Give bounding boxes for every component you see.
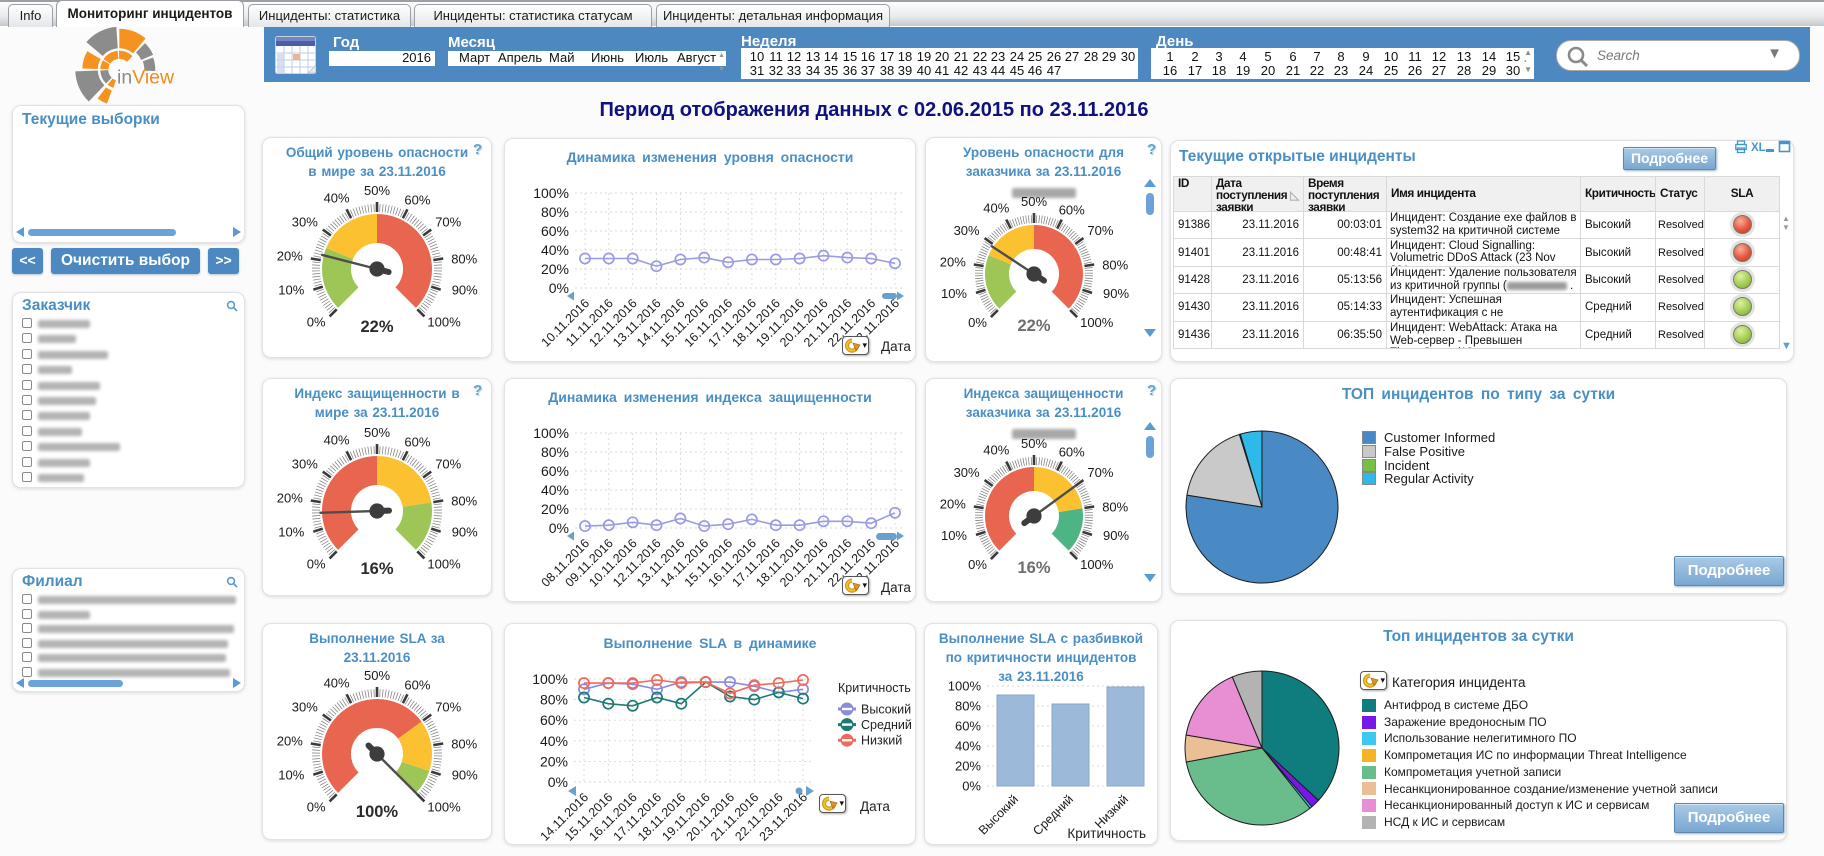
- svg-text:40%: 40%: [540, 733, 568, 749]
- svg-text:10%: 10%: [278, 768, 304, 783]
- svg-text:80%: 80%: [540, 692, 568, 708]
- svg-text:20%: 20%: [541, 261, 569, 277]
- svg-text:80%: 80%: [451, 494, 477, 509]
- svg-text:80%: 80%: [541, 204, 569, 220]
- svg-text:0%: 0%: [549, 280, 569, 296]
- svg-text:20%: 20%: [277, 734, 303, 749]
- svg-text:80%: 80%: [1102, 500, 1128, 515]
- svg-text:30%: 30%: [292, 215, 318, 230]
- svg-text:Критичность: Критичность: [838, 681, 911, 695]
- svg-text:60%: 60%: [1059, 445, 1085, 460]
- svg-text:30%: 30%: [954, 465, 980, 480]
- svg-text:60%: 60%: [1059, 203, 1085, 218]
- svg-text:100%: 100%: [948, 679, 982, 694]
- svg-text:20%: 20%: [940, 497, 966, 512]
- svg-text:40%: 40%: [324, 432, 350, 447]
- svg-text:100%: 100%: [533, 425, 569, 441]
- svg-text:80%: 80%: [451, 737, 477, 752]
- svg-text:100%: 100%: [427, 556, 461, 571]
- svg-text:40%: 40%: [541, 482, 569, 498]
- svg-text:50%: 50%: [1021, 436, 1047, 451]
- svg-text:10%: 10%: [278, 525, 304, 540]
- svg-text:Низкий: Низкий: [861, 734, 902, 748]
- svg-text:60%: 60%: [541, 463, 569, 479]
- svg-text:80%: 80%: [955, 699, 981, 714]
- svg-text:60%: 60%: [540, 712, 568, 728]
- svg-text:0%: 0%: [962, 779, 981, 794]
- svg-text:40%: 40%: [955, 739, 981, 754]
- svg-text:70%: 70%: [435, 700, 461, 715]
- svg-text:30%: 30%: [292, 700, 318, 715]
- svg-text:90%: 90%: [452, 525, 478, 540]
- svg-text:50%: 50%: [1021, 194, 1047, 209]
- svg-text:16%: 16%: [360, 560, 393, 578]
- svg-text:40%: 40%: [983, 201, 1009, 216]
- svg-text:20%: 20%: [277, 491, 303, 506]
- svg-text:20%: 20%: [940, 255, 966, 270]
- svg-text:Средний: Средний: [861, 718, 912, 732]
- svg-text:10%: 10%: [278, 283, 304, 298]
- svg-text:60%: 60%: [955, 719, 981, 734]
- svg-text:70%: 70%: [1087, 223, 1113, 238]
- svg-text:60%: 60%: [404, 192, 430, 207]
- svg-text:20%: 20%: [541, 501, 569, 517]
- svg-text:0%: 0%: [968, 315, 987, 330]
- svg-text:50%: 50%: [364, 425, 390, 440]
- svg-text:50%: 50%: [364, 668, 390, 683]
- svg-text:90%: 90%: [452, 768, 478, 783]
- svg-text:0%: 0%: [307, 556, 326, 571]
- svg-text:0%: 0%: [307, 799, 326, 814]
- svg-text:40%: 40%: [983, 443, 1009, 458]
- svg-text:Критичность: Критичность: [1067, 826, 1146, 841]
- svg-text:inView: inView: [117, 67, 175, 89]
- svg-text:0%: 0%: [549, 520, 569, 536]
- svg-text:60%: 60%: [404, 677, 430, 692]
- svg-text:XL: XL: [1751, 142, 1766, 154]
- svg-text:10%: 10%: [941, 528, 967, 543]
- svg-text:Высокий: Высокий: [976, 792, 1021, 837]
- svg-text:100%: 100%: [1080, 557, 1114, 572]
- svg-text:20%: 20%: [955, 759, 981, 774]
- svg-text:60%: 60%: [404, 434, 430, 449]
- svg-text:90%: 90%: [1103, 528, 1129, 543]
- svg-text:100%: 100%: [532, 671, 568, 687]
- svg-text:60%: 60%: [541, 223, 569, 239]
- svg-text:10%: 10%: [941, 286, 967, 301]
- svg-text:20%: 20%: [540, 753, 568, 769]
- svg-text:0%: 0%: [968, 557, 987, 572]
- svg-text:90%: 90%: [452, 283, 478, 298]
- svg-text:22%: 22%: [360, 318, 393, 336]
- svg-text:50%: 50%: [364, 183, 390, 198]
- svg-text:100%: 100%: [427, 314, 461, 329]
- svg-text:80%: 80%: [1102, 258, 1128, 273]
- svg-text:100%: 100%: [1080, 315, 1114, 330]
- svg-text:80%: 80%: [451, 252, 477, 267]
- svg-text:30%: 30%: [954, 223, 980, 238]
- svg-text:90%: 90%: [1103, 286, 1129, 301]
- svg-text:100%: 100%: [356, 803, 399, 821]
- svg-text:22%: 22%: [1017, 317, 1050, 335]
- svg-text:100%: 100%: [427, 799, 461, 814]
- svg-text:20%: 20%: [277, 249, 303, 264]
- svg-text:40%: 40%: [324, 190, 350, 205]
- svg-text:30%: 30%: [292, 457, 318, 472]
- svg-text:40%: 40%: [541, 242, 569, 258]
- svg-text:0%: 0%: [548, 774, 568, 790]
- svg-text:70%: 70%: [435, 215, 461, 230]
- svg-text:80%: 80%: [541, 444, 569, 460]
- svg-text:100%: 100%: [533, 185, 569, 201]
- svg-text:70%: 70%: [435, 457, 461, 472]
- svg-text:40%: 40%: [324, 675, 350, 690]
- svg-text:16%: 16%: [1017, 559, 1050, 577]
- svg-text:0%: 0%: [307, 314, 326, 329]
- svg-text:70%: 70%: [1087, 465, 1113, 480]
- svg-text:Высокий: Высокий: [861, 703, 911, 717]
